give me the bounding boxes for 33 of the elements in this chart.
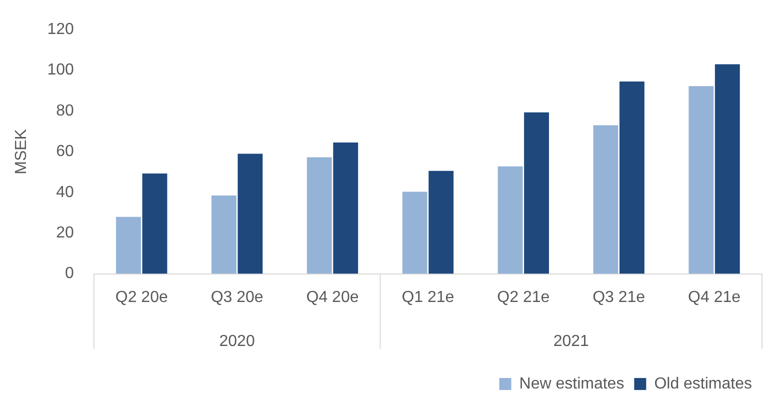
x-tick-label: Q2 21e <box>497 288 550 306</box>
bar <box>714 64 740 274</box>
legend-label: New estimates <box>519 375 624 392</box>
bar <box>593 125 618 274</box>
y-axis-title: MSEK <box>13 128 30 174</box>
bar <box>619 81 644 274</box>
y-tick-label: 120 <box>47 21 74 38</box>
y-tick-label: 40 <box>56 184 74 201</box>
x-tick-label: Q2 20e <box>115 288 168 306</box>
bar <box>498 166 523 274</box>
text: 2021 <box>553 333 590 350</box>
bar <box>142 173 168 274</box>
bar <box>688 86 714 274</box>
text: 2020 <box>219 333 255 350</box>
y-tick-label: 100 <box>47 62 74 79</box>
x-tick-label: Q4 21e <box>688 288 741 306</box>
bar <box>116 216 141 274</box>
y-tick-label: 80 <box>56 102 74 120</box>
x-tick-label: Q1 21e <box>402 288 454 306</box>
bar <box>333 142 358 274</box>
bar <box>238 154 263 274</box>
x-tick-label: Q3 20e <box>210 288 264 306</box>
legend-label: Old estimates <box>654 375 752 392</box>
y-tick-label: 60 <box>56 143 74 160</box>
bar <box>306 157 332 274</box>
x-tick-label: Q3 21e <box>592 288 646 306</box>
bar <box>211 195 236 274</box>
x-tick-label: Q4 20e <box>306 288 359 306</box>
bar <box>428 170 454 274</box>
bar <box>524 112 549 274</box>
y-tick-label: 20 <box>56 224 74 242</box>
y-tick-label: 0 <box>64 265 74 282</box>
bar <box>402 192 428 274</box>
